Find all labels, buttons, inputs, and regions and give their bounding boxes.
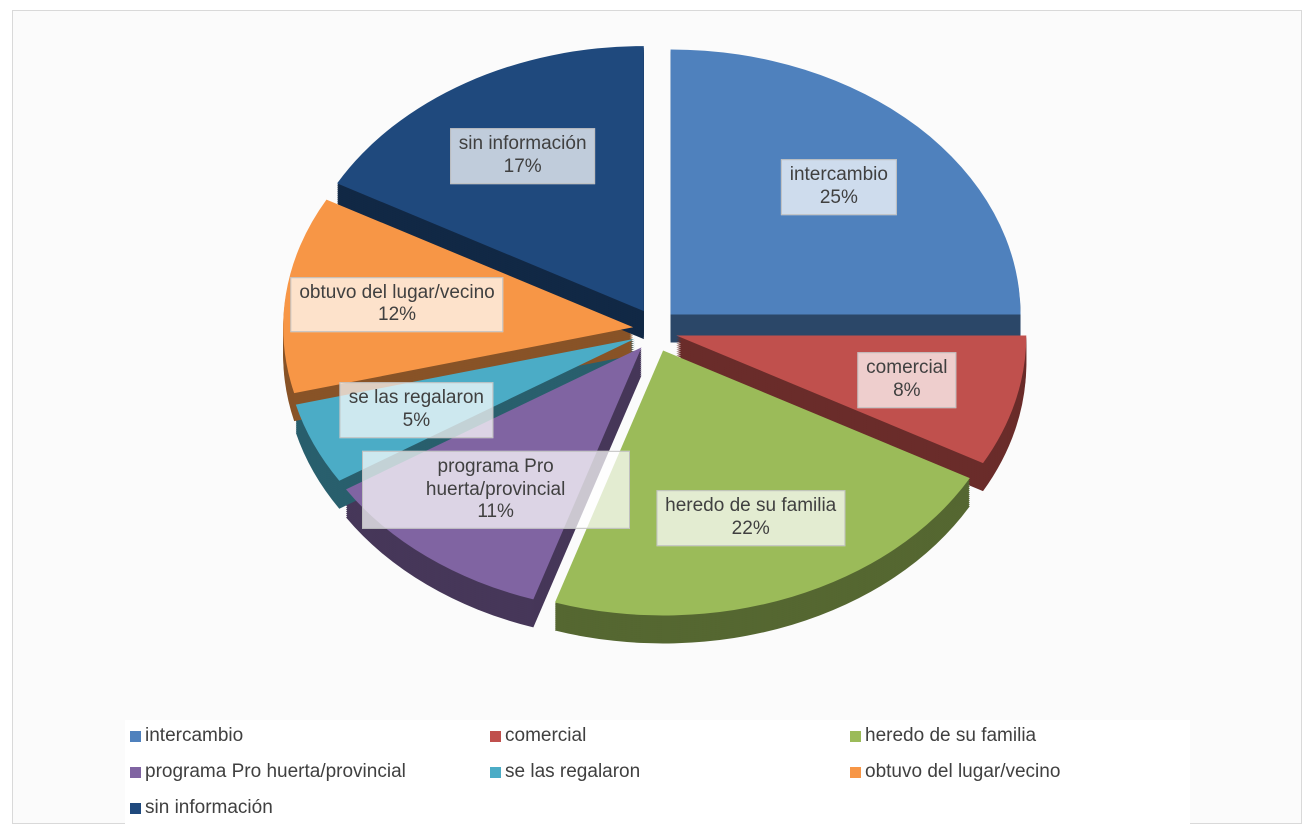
legend-item: heredo de su familia [850,725,1036,747]
data-label-category: comercial [866,357,948,379]
data-label: comercial 8% [857,352,957,409]
data-label: se las regalaron 5% [339,382,493,439]
legend-label: sin información [145,797,273,818]
data-label: intercambio 25% [780,159,897,215]
legend-swatch [850,766,861,778]
data-label-category: heredo de su familia [665,495,837,517]
legend-item: sin información [130,797,273,819]
legend-item: se las regalaron [490,761,640,783]
data-label: sin información 17% [449,128,596,184]
data-label-category: sin información [458,133,587,155]
legend-swatch [130,730,141,742]
legend-item: comercial [490,725,586,747]
data-label-value: 25% [819,187,858,209]
legend-swatch [130,766,141,778]
data-label-value: 22% [731,518,770,539]
data-label-value: 8% [893,380,921,402]
legend-swatch [850,730,861,742]
legend-swatch [490,730,501,742]
legend-label: intercambio [145,725,244,746]
data-label-value: 12% [378,304,417,326]
legend-swatch [130,802,141,814]
legend-swatch [490,766,501,778]
legend-item: programa Pro huerta/provincial [130,761,406,783]
slice [554,350,970,616]
data-label-value: 11% [477,501,514,523]
data-label-value: 17% [503,155,542,177]
legend-label: programa Pro huerta/provincial [145,761,406,782]
data-label-category: programa Pro huerta/provincial [425,455,566,500]
legend-label: heredo de su familia [865,725,1037,746]
legend-label: se las regalaron [505,761,641,782]
data-label: obtuvo del lugar/vecino 12% [290,276,504,333]
data-label-category: obtuvo del lugar/vecino [299,281,495,303]
data-label: heredo de su familia 22% [656,490,846,546]
data-label-category: se las regalaron [348,387,484,409]
data-label-category: intercambio [789,164,888,186]
legend-item: intercambio [130,725,243,747]
data-label: programa Pro huerta/provincial 11% [361,450,630,529]
legend-label: obtuvo del lugar/vecino [865,761,1061,782]
legend-item: obtuvo del lugar/vecino [850,761,1060,783]
legend-label: comercial [505,725,587,746]
legend: intercambio comercial heredo de su familia… [125,720,1190,825]
data-label-value: 5% [402,410,431,432]
